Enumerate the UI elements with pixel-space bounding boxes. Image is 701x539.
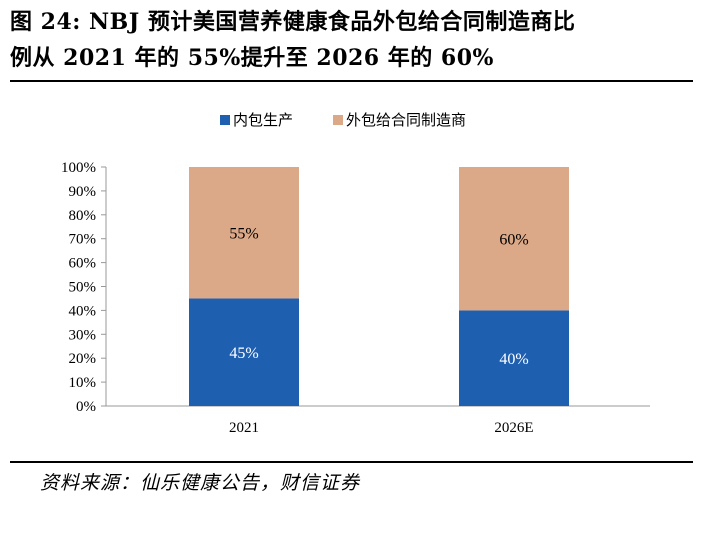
- x-category-label: 2026E: [494, 420, 533, 436]
- bar-segment-outsourced: [459, 167, 569, 311]
- y-tick-label: 10%: [69, 375, 97, 391]
- stacked-bar-chart: 0% 10% 20% 30% 40% 50% 60% 70% 80% 90% 100% 45% 55% 2…: [61, 111, 650, 436]
- y-tick-label: 90%: [69, 184, 97, 200]
- data-label: 55%: [229, 226, 258, 243]
- data-label: 60%: [499, 232, 528, 249]
- bar-segment-outsourced: [189, 167, 299, 299]
- y-tick-label: 60%: [69, 256, 97, 272]
- y-tick-label: 100%: [61, 160, 96, 176]
- chart-title: 图 24: NBJ 预计美国营养健康食品外包给合同制造商比 例从 2021 年的…: [10, 4, 695, 76]
- bar-segment-in-house: [459, 310, 569, 406]
- y-tick-label: 0%: [76, 399, 96, 415]
- legend-label: 外包给合同制造商: [346, 111, 466, 129]
- x-category-label: 2021: [229, 420, 259, 436]
- title-line-1: 图 24: NBJ 预计美国营养健康食品外包给合同制造商比: [10, 9, 576, 35]
- y-tick-label: 80%: [69, 208, 97, 224]
- legend-swatch-outsourced: [333, 115, 343, 125]
- source-note: 资料来源：仙乐健康公告，财信证券: [40, 472, 361, 494]
- legend-label: 内包生产: [233, 111, 293, 129]
- y-tick-label: 70%: [69, 232, 97, 248]
- data-label: 45%: [229, 345, 258, 362]
- y-tick-label: 30%: [69, 327, 97, 343]
- y-tick-label: 20%: [69, 351, 97, 367]
- data-label: 40%: [499, 351, 528, 368]
- title-line-2: 例从 2021 年的 55%提升至 2026 年的 60%: [10, 45, 494, 71]
- title-divider: [10, 80, 693, 82]
- bar-segment-in-house: [189, 298, 299, 406]
- legend-swatch-in-house: [220, 115, 230, 125]
- y-tick-label: 40%: [69, 303, 97, 319]
- y-tick-label: 50%: [69, 280, 97, 296]
- source-divider: [10, 461, 693, 463]
